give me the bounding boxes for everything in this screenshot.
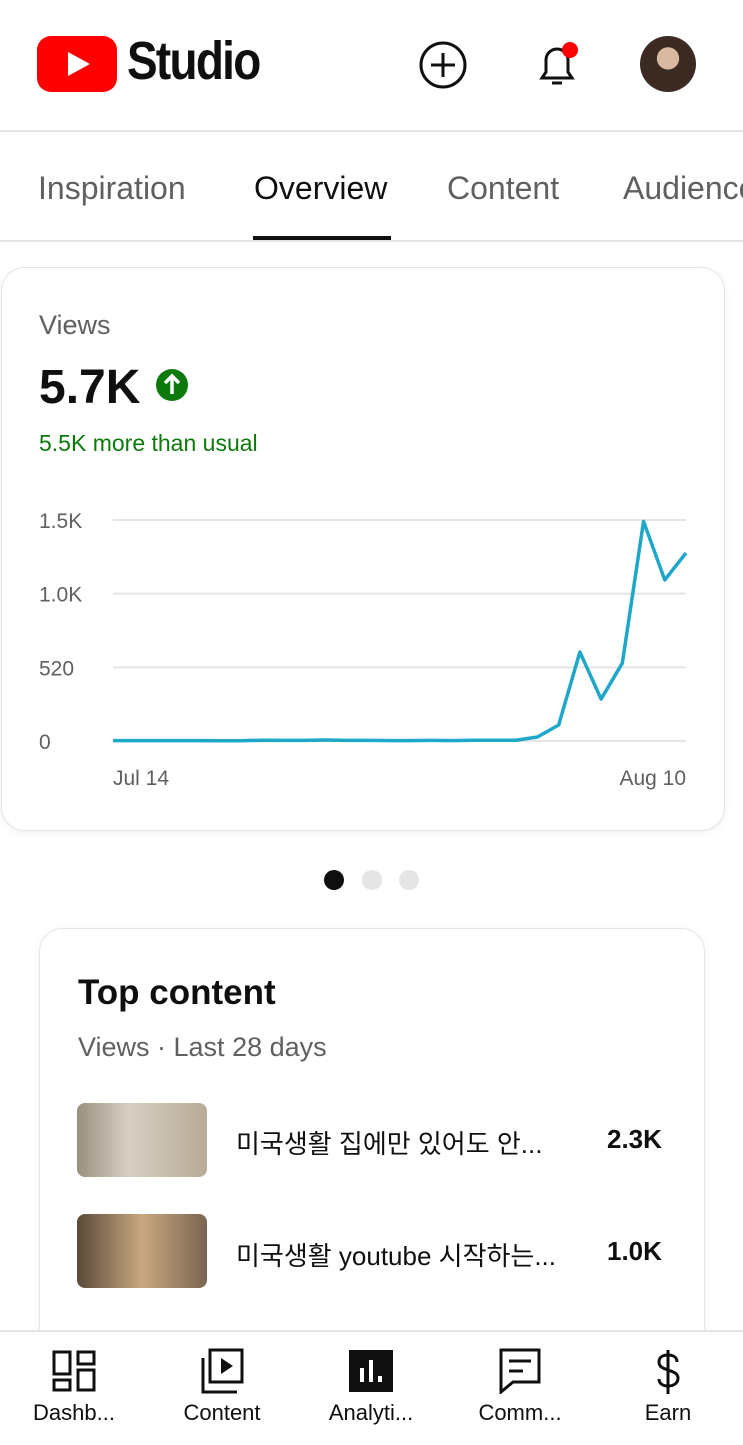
- tab[interactable]: Inspiration: [38, 170, 186, 206]
- analytics-icon: [349, 1350, 393, 1392]
- tab-bar: Inspiration Overview Content Audience: [0, 132, 743, 242]
- top-content-subtitle: Views · Last 28 days: [78, 1032, 327, 1062]
- thumbnail[interactable]: [77, 1214, 207, 1288]
- nav-item[interactable]: Earn: [644, 1400, 692, 1425]
- up-icon: [156, 369, 188, 401]
- bottom-nav: [0, 1330, 743, 1445]
- dot[interactable]: [362, 870, 382, 890]
- nav-item[interactable]: Content: [183, 1400, 261, 1425]
- dot-active[interactable]: [324, 870, 344, 890]
- top-content-title: Top content: [78, 973, 276, 1012]
- content-icon: [201, 1348, 244, 1394]
- dashboard-icon: [52, 1350, 96, 1392]
- views-note: 5.5K more than usual: [39, 430, 258, 456]
- video-views: 1.0K: [607, 1236, 662, 1266]
- x-tick-label: Jul 14: [113, 767, 169, 790]
- views-line: [113, 519, 688, 743]
- header: Studio: [0, 0, 743, 132]
- logo: [37, 36, 117, 92]
- dot[interactable]: [399, 870, 419, 890]
- video-title[interactable]: 미국생활 youtube 시작하는...: [236, 1241, 557, 1271]
- tab[interactable]: Audience: [623, 170, 743, 206]
- earn-icon: [657, 1350, 680, 1394]
- views-label: Views: [39, 310, 111, 340]
- tab[interactable]: Content: [447, 170, 560, 206]
- thumbnail[interactable]: [77, 1103, 207, 1177]
- x-tick-label: Aug 10: [619, 767, 686, 790]
- y-tick-label: 0: [39, 731, 51, 754]
- y-tick-label: 1.0K: [39, 584, 82, 607]
- tab-selected[interactable]: Overview: [254, 170, 388, 206]
- nav-item[interactable]: Comm...: [478, 1400, 562, 1425]
- video-views: 2.3K: [607, 1124, 662, 1154]
- y-tick-label: 520: [39, 657, 74, 680]
- avatar[interactable]: [640, 36, 696, 92]
- views-card: [1, 267, 725, 831]
- nav-item[interactable]: Analyti...: [328, 1400, 414, 1425]
- video-title[interactable]: 미국생활 집에만 있어도 안...: [236, 1129, 543, 1159]
- notifications-button[interactable]: [532, 38, 582, 90]
- nav-item[interactable]: Dashb...: [33, 1400, 115, 1425]
- create-button[interactable]: [418, 40, 468, 90]
- views-total: 5.7K: [39, 361, 141, 414]
- brand: Studio: [127, 31, 261, 91]
- y-tick-label: 1.5K: [39, 510, 82, 533]
- views-chart: 0 520 1.0K 1.5K Jul 14 Aug 10: [39, 510, 688, 790]
- comments-icon: [499, 1348, 541, 1394]
- tab-indicator: [253, 236, 391, 240]
